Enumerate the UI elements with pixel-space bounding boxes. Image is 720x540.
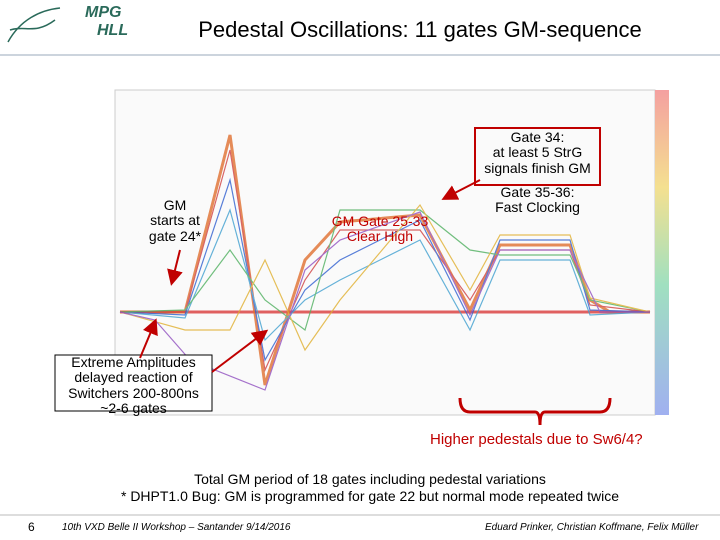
- text-line: Extreme Amplitudes: [71, 354, 196, 370]
- gate34: Gate 34: at least 5 StrG signals finish …: [470, 129, 605, 176]
- footer-authors: Eduard Prinker, Christian Koffmane, Feli…: [485, 522, 699, 533]
- text-line: delayed reaction of: [74, 369, 193, 386]
- text-line: starts at: [150, 212, 200, 229]
- text-line: Fast Clocking: [495, 199, 580, 216]
- extreme-box: [54, 354, 213, 412]
- text-line: GM: [163, 197, 187, 213]
- logo-swoosh: [7, 7, 61, 43]
- colorbar: [655, 90, 669, 415]
- title: Pedestal Oscillations: 11 gates GM-seque…: [198, 17, 642, 42]
- traces: [119, 134, 651, 391]
- text-line: Clear High: [346, 228, 414, 245]
- extreme: Extreme Amplitudes delayed reaction of S…: [55, 354, 212, 417]
- body: Total GM period of 18 gates including pe…: [0, 471, 720, 505]
- logo-text: HLL: [97, 22, 129, 39]
- text-line: GM Gate 25-33: [331, 213, 429, 229]
- higher-pedestals: Higher pedestals due to Sw6/4?: [430, 431, 643, 448]
- clear-high: GM Gate 25-33 Clear High: [320, 213, 440, 245]
- text-line: Switchers 200-800ns: [68, 384, 199, 401]
- gate35: Gate 35-36: Fast Clocking: [470, 184, 605, 216]
- text-line: Gate 35-36:: [500, 184, 575, 200]
- body-line: Total GM period of 18 gates including pe…: [194, 471, 546, 487]
- logo-text: MPG: [85, 4, 122, 21]
- page-number: 6: [28, 520, 35, 534]
- logo: MPG HLL: [85, 4, 128, 40]
- text-line: signals finish GM: [484, 159, 591, 176]
- footer-event: 10th VXD Belle II Workshop – Santander 9…: [62, 522, 291, 533]
- body-line: * DHPT1.0 Bug: GM is programmed for gate…: [120, 488, 619, 505]
- text-line: Gate 34:: [510, 129, 565, 145]
- arrows: [139, 179, 481, 373]
- gm-start: GM starts at gate 24*: [130, 197, 220, 244]
- text-line: gate 24*: [148, 227, 202, 244]
- bracket: [458, 397, 612, 426]
- text-line: ~2-6 gates: [100, 400, 167, 417]
- text-line: at least 5 StrG: [492, 144, 583, 161]
- gate34-box: [474, 127, 601, 186]
